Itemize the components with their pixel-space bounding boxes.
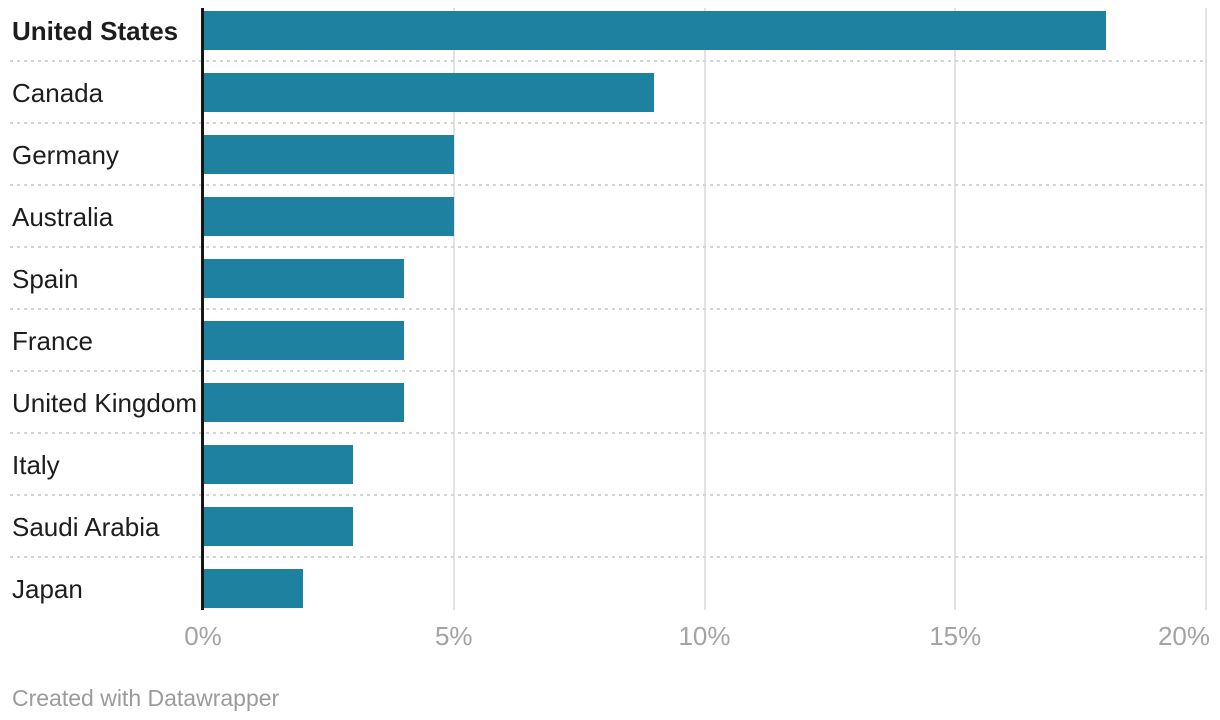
bar-canada (204, 73, 655, 112)
row-label: Japan (12, 574, 83, 604)
bar-united-kingdom (204, 383, 404, 422)
chart-row: Italy (0, 434, 1220, 496)
row-label: Canada (12, 78, 104, 108)
bar-japan (204, 569, 304, 608)
chart-row: Spain (0, 248, 1220, 310)
x-tick-label: 10% (678, 621, 731, 651)
row-separator (10, 556, 1207, 558)
row-label: Germany (12, 140, 119, 170)
bar-australia (204, 197, 454, 236)
row-separator (10, 370, 1207, 372)
row-separator (10, 246, 1207, 248)
chart-row: Saudi Arabia (0, 496, 1220, 558)
bar-france (204, 321, 404, 360)
chart-row: Japan (0, 558, 1220, 620)
row-label: France (12, 326, 93, 356)
chart-row: Australia (0, 186, 1220, 248)
row-label: Australia (12, 202, 114, 232)
bar-italy (204, 445, 354, 484)
x-tick-label: 0% (184, 621, 222, 651)
bar-germany (204, 135, 454, 174)
chart-row: United States (0, 0, 1220, 62)
chart-row: Germany (0, 124, 1220, 186)
row-separator (10, 308, 1207, 310)
chart-row: Canada (0, 62, 1220, 124)
row-label: United Kingdom (12, 388, 197, 418)
x-axis: 0% 5% 10% 15% 20% (0, 619, 1220, 653)
chart-row: France (0, 310, 1220, 372)
bar-saudi-arabia (204, 507, 354, 546)
row-label: United States (12, 16, 179, 46)
row-label: Italy (12, 450, 60, 480)
datawrapper-attribution-link[interactable]: Created with Datawrapper (12, 685, 280, 711)
row-separator (10, 494, 1207, 496)
row-separator (10, 60, 1207, 62)
zero-axis-line (201, 8, 204, 610)
row-label: Saudi Arabia (12, 512, 160, 542)
bar-united-states (204, 11, 1106, 50)
row-separator (10, 432, 1207, 434)
row-label: Spain (12, 264, 79, 294)
x-tick-label: 5% (434, 621, 473, 651)
row-separator (10, 184, 1207, 186)
x-tick-label: 20% (1157, 621, 1210, 651)
chart-row: United Kingdom (0, 372, 1220, 434)
bar-spain (204, 259, 404, 298)
row-separator (10, 122, 1207, 124)
x-tick-label: 15% (929, 621, 982, 651)
